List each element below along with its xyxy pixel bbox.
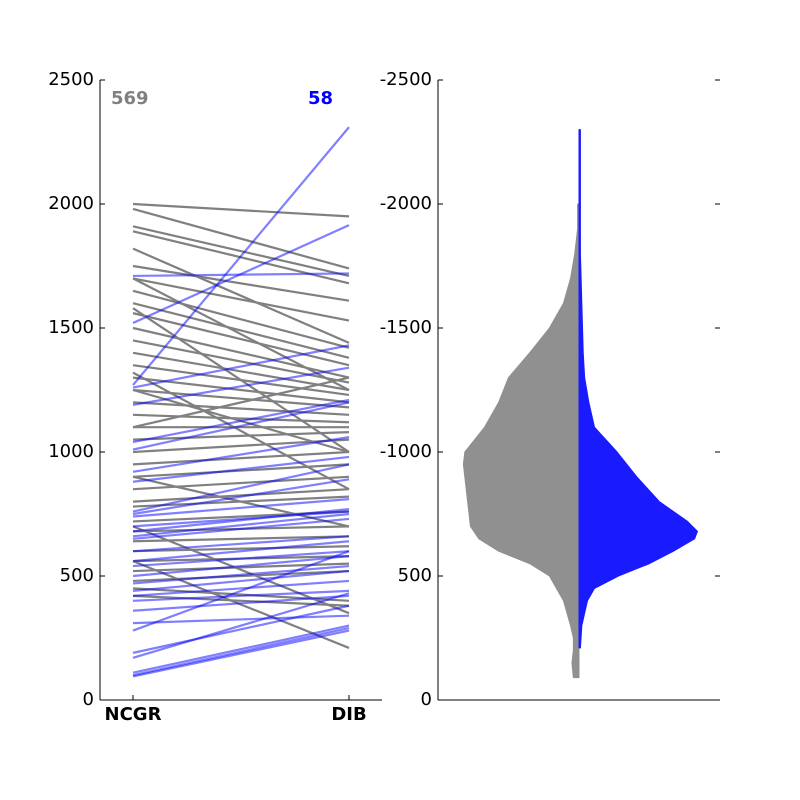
slope-line [132,326,350,379]
slope-line [132,614,350,625]
slope-line [132,579,350,597]
slope-line [132,225,350,277]
slope-line [132,507,350,533]
slope-line [132,436,350,473]
slope-line [132,488,350,503]
slope-line [132,627,350,677]
slope-line [132,371,350,491]
slope-line [132,550,350,568]
y-tick-label: 2000 [48,193,94,214]
slope-line [132,540,350,563]
slope-line [132,455,350,483]
slope-line [132,431,350,441]
y-tick-label: 0 [421,689,432,710]
slope-line [132,498,350,518]
slope-line [132,351,350,392]
slope-line [132,202,350,218]
slope-line [132,517,350,540]
slope-line [132,463,350,513]
slope-line [132,589,350,602]
violin-half [462,203,580,679]
slope-line [132,344,350,389]
y-tick-label: -1500 [380,317,432,338]
y-tick-label: 1500 [48,317,94,338]
slope-line [132,366,350,406]
y-tick-label: -1000 [380,441,432,462]
y-tick-label: 500 [60,565,94,586]
slope-line [132,401,350,451]
y-tick-label: -2000 [380,193,432,214]
slope-line [132,302,350,359]
slope-line [132,512,350,538]
slope-line [132,592,350,659]
slope-line [132,126,350,386]
x-tick-label: DIB [331,704,366,725]
slope-line [132,307,350,453]
slope-line [132,450,350,466]
slope-line [132,312,350,367]
slope-line [132,398,350,444]
y-tick-label: 0 [83,689,94,710]
slope-line [132,510,350,528]
slope-line [132,289,350,349]
slope-line [132,401,350,416]
slope-line [132,569,350,592]
slope-line [132,569,350,583]
slope-line [132,247,350,344]
slope-line [132,624,350,674]
slope-line [132,463,350,478]
slope-line [132,535,350,553]
y-tick-label: 500 [398,565,432,586]
slope-line [132,376,350,429]
slope-line [132,564,350,585]
slope-line [132,339,350,384]
slope-line [132,604,350,654]
slope-line [132,376,350,404]
slope-line [132,629,350,678]
slope-line [132,207,350,270]
slope-line [132,272,350,278]
slope-line [132,277,350,391]
x-tick-label: NCGR [105,704,162,725]
slope-line [132,550,350,632]
slope-line [132,545,350,553]
slope-line [132,277,350,322]
y-tick-label: -2500 [380,69,432,90]
y-tick-label: 2500 [48,69,94,90]
count-label: 569 [111,88,149,109]
violin-half [578,129,698,649]
slope-line [132,478,350,516]
slope-line [132,264,350,302]
slope-line [132,594,350,612]
y-tick-label: 1000 [48,441,94,462]
slope-line [132,475,350,491]
count-label: 58 [308,88,333,109]
slope-line [132,413,350,424]
slope-line [132,555,350,578]
